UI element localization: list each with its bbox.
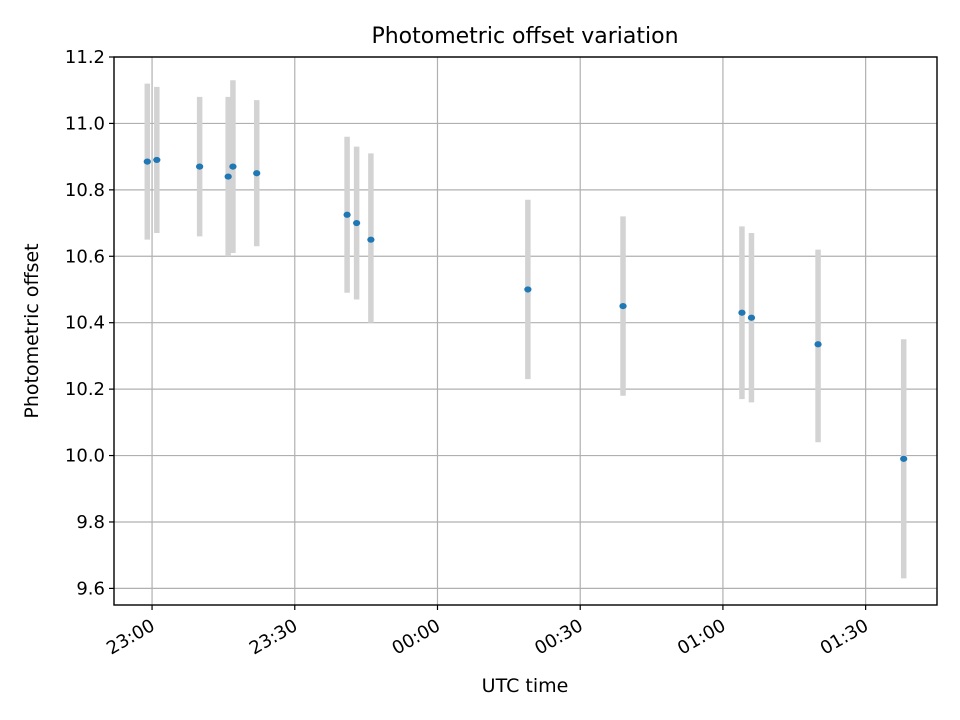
data-point	[367, 236, 375, 243]
data-point	[143, 158, 151, 165]
x-tick-label: 23:30	[246, 615, 301, 659]
data-point	[196, 163, 204, 170]
point-layer	[143, 156, 908, 462]
y-tick-label: 9.8	[76, 512, 105, 533]
data-point	[814, 341, 822, 348]
x-tick-label: 01:00	[674, 615, 729, 659]
y-tick-label: 10.6	[65, 246, 105, 267]
data-point	[619, 302, 627, 310]
data-point	[900, 455, 908, 462]
data-point	[524, 286, 532, 293]
data-point	[747, 314, 756, 321]
data-point	[343, 211, 351, 218]
y-tick-label: 10.0	[65, 446, 105, 467]
y-tick-label: 9.6	[76, 578, 105, 599]
x-tick-label: 01:30	[817, 615, 872, 659]
plot-frame	[113, 56, 938, 606]
data-point	[353, 219, 361, 227]
y-axis-label: Photometric offset	[21, 243, 43, 418]
y-tick-label: 10.4	[65, 313, 105, 334]
chart-title: Photometric offset variation	[371, 24, 678, 49]
y-tick-label: 10.2	[65, 379, 105, 400]
data-point	[738, 309, 746, 316]
y-tick-label: 11.0	[65, 113, 105, 134]
y-tick-label: 11.2	[65, 47, 105, 68]
data-point	[253, 170, 261, 177]
x-axis-label: UTC time	[482, 675, 569, 697]
data-point	[229, 163, 237, 170]
errorbar-layer	[144, 80, 907, 579]
x-tick-label: 00:00	[389, 615, 444, 659]
x-tick-label: 23:00	[103, 615, 158, 659]
x-tick-label: 00:30	[531, 615, 586, 659]
data-point	[153, 156, 161, 164]
y-tick-label: 10.8	[65, 180, 105, 201]
data-point	[224, 173, 232, 180]
